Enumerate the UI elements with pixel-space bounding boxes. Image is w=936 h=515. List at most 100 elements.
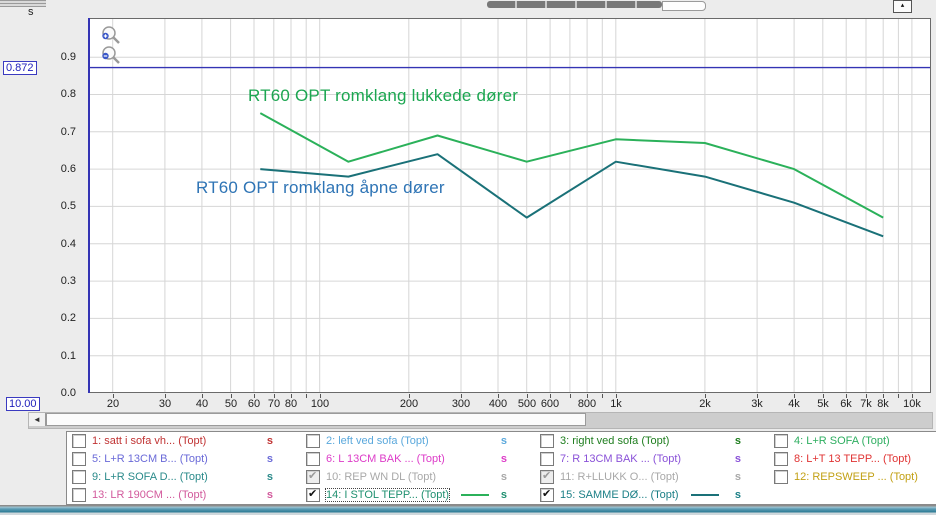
zoom-in-icon[interactable] bbox=[100, 25, 122, 47]
cursor-y-value-box[interactable]: 0.872 bbox=[3, 61, 37, 75]
legend-label[interactable]: 10: REP WN DL (Topt) bbox=[326, 471, 437, 483]
y-tick-label: 0.9 bbox=[60, 51, 76, 63]
legend-item: 7: R 13CM BAK ... (Topt) s bbox=[535, 452, 769, 466]
rt60-chart bbox=[88, 18, 931, 393]
window-grip[interactable] bbox=[0, 0, 46, 7]
x-tick-mark bbox=[254, 394, 255, 398]
legend-checkbox[interactable] bbox=[306, 452, 320, 466]
y-tick-label: 0.0 bbox=[60, 387, 76, 399]
collapsed-scrollbar-end[interactable] bbox=[662, 1, 706, 11]
x-tick-label: 80 bbox=[284, 398, 298, 410]
x-tick-label: 500 bbox=[517, 398, 537, 410]
legend-label[interactable]: 3: right ved sofa (Topt) bbox=[560, 435, 670, 447]
legend-checkbox[interactable]: ✔ bbox=[306, 470, 320, 484]
check-icon: ✔ bbox=[308, 470, 318, 482]
legend-label[interactable]: 8: L+T 13 TEPP... (Topt) bbox=[794, 453, 912, 465]
legend-checkbox[interactable] bbox=[540, 452, 554, 466]
x-tick-mark bbox=[602, 394, 603, 398]
annotation-closed-doors[interactable]: RT60 OPT romklang lukkede dører bbox=[248, 86, 519, 105]
x-tick-mark bbox=[883, 394, 884, 398]
legend-label[interactable]: 12: REPSWEEP ... (Topt) bbox=[794, 471, 918, 483]
cursor-x-value-box[interactable]: 10.00 bbox=[6, 397, 40, 411]
x-tick-label: 70 bbox=[267, 398, 281, 410]
horizontal-scrollbar[interactable]: ◄ bbox=[28, 412, 933, 429]
x-tick-label: 200 bbox=[399, 398, 419, 410]
y-tick-label: 0.1 bbox=[60, 350, 76, 362]
x-tick-mark bbox=[527, 394, 528, 398]
legend-label[interactable]: 7: R 13CM BAK ... (Topt) bbox=[560, 453, 682, 465]
y-tick-label: 0.6 bbox=[60, 163, 76, 175]
y-tick-label: 0.2 bbox=[60, 312, 76, 324]
scroll-left-arrow-icon[interactable]: ◄ bbox=[29, 413, 46, 426]
legend-checkbox[interactable] bbox=[72, 488, 86, 502]
legend-label[interactable]: 9: L+R SOFA D... (Topt) bbox=[92, 471, 208, 483]
x-tick-mark bbox=[231, 394, 232, 398]
legend-item: 6: L 13CM BAK ... (Topt) s bbox=[301, 452, 535, 466]
zoom-out-icon[interactable] bbox=[100, 45, 122, 67]
legend-item: ✔ 10: REP WN DL (Topt) s bbox=[301, 470, 535, 484]
legend-checkbox[interactable]: ✔ bbox=[540, 470, 554, 484]
x-tick-label: 4k bbox=[788, 398, 800, 410]
x-tick-mark bbox=[794, 394, 795, 398]
x-tick-mark bbox=[587, 394, 588, 398]
legend-item: 12: REPSWEEP ... (Topt)s bbox=[769, 470, 936, 484]
legend-checkbox[interactable] bbox=[774, 470, 788, 484]
measurement-legend: 1: satt i sofa vh... (Topt) s 2: left ved … bbox=[66, 431, 936, 505]
legend-item: 5: L+R 13CM B... (Topt) s bbox=[67, 452, 301, 466]
legend-unit: s bbox=[500, 471, 507, 483]
legend-checkbox[interactable] bbox=[774, 452, 788, 466]
collapsed-scrollbar[interactable] bbox=[487, 1, 662, 8]
x-tick-mark bbox=[291, 394, 292, 398]
legend-checkbox[interactable]: ✔ bbox=[540, 488, 554, 502]
legend-unit: s bbox=[266, 471, 273, 483]
splitter-collapse-button[interactable]: ▴ bbox=[893, 0, 912, 13]
legend-label[interactable]: 5: L+R 13CM B... (Topt) bbox=[92, 453, 208, 465]
legend-checkbox[interactable] bbox=[540, 434, 554, 448]
y-tick-label: 0.7 bbox=[60, 126, 76, 138]
annotation-open-doors[interactable]: RT60 OPT romklang åpne dører bbox=[196, 178, 445, 197]
legend-unit: s bbox=[500, 453, 507, 465]
legend-label[interactable]: 1: satt i sofa vh... (Topt) bbox=[92, 435, 207, 447]
x-tick-mark bbox=[409, 394, 410, 398]
legend-unit: s bbox=[734, 453, 741, 465]
legend-checkbox[interactable]: ✔ bbox=[306, 488, 320, 502]
x-tick-mark bbox=[912, 394, 913, 398]
legend-label[interactable]: 6: L 13CM BAK ... (Topt) bbox=[326, 453, 445, 465]
legend-label[interactable]: 11: R+LLUKK O... (Topt) bbox=[560, 471, 679, 483]
legend-item: 13: LR 190CM ... (Topt) s bbox=[67, 488, 301, 502]
x-tick-label: 100 bbox=[310, 398, 330, 410]
check-icon: ✔ bbox=[542, 488, 552, 500]
legend-unit: s bbox=[734, 471, 741, 483]
legend-checkbox[interactable] bbox=[774, 434, 788, 448]
legend-item: 4: L+R SOFA (Topt)s bbox=[769, 434, 936, 448]
x-tick-mark bbox=[113, 394, 114, 398]
x-tick-mark bbox=[165, 394, 166, 398]
series-line-1 bbox=[260, 153, 884, 238]
legend-unit: s bbox=[266, 489, 273, 501]
legend-checkbox[interactable] bbox=[72, 434, 86, 448]
legend-item: 9: L+R SOFA D... (Topt) s bbox=[67, 470, 301, 484]
legend-item: 3: right ved sofa (Topt) s bbox=[535, 434, 769, 448]
x-tick-mark bbox=[274, 394, 275, 398]
x-tick-mark bbox=[616, 394, 617, 398]
x-tick-label: 600 bbox=[540, 398, 560, 410]
scrollbar-thumb[interactable] bbox=[46, 413, 586, 426]
plot-area[interactable]: RT60 OPT romklang lukkede dører RT60 OPT… bbox=[88, 18, 931, 393]
legend-label[interactable]: 2: left ved sofa (Topt) bbox=[326, 435, 429, 447]
legend-label[interactable]: 13: LR 190CM ... (Topt) bbox=[92, 489, 207, 501]
x-tick-mark bbox=[202, 394, 203, 398]
legend-checkbox[interactable] bbox=[72, 452, 86, 466]
legend-unit: s bbox=[734, 435, 741, 447]
legend-label[interactable]: 15: SAMME DØ... (Topt) bbox=[560, 489, 679, 501]
x-tick-mark bbox=[461, 394, 462, 398]
legend-checkbox[interactable] bbox=[72, 470, 86, 484]
legend-line-sample bbox=[461, 494, 490, 496]
x-tick-label: 50 bbox=[224, 398, 238, 410]
y-tick-label: 0.3 bbox=[60, 275, 76, 287]
legend-label[interactable]: 4: L+R SOFA (Topt) bbox=[794, 435, 890, 447]
legend-checkbox[interactable] bbox=[306, 434, 320, 448]
x-tick-label: 2k bbox=[699, 398, 711, 410]
x-tick-mark bbox=[570, 394, 571, 398]
legend-label[interactable]: 14: I STOL TEPP... (Topt) bbox=[324, 488, 451, 502]
